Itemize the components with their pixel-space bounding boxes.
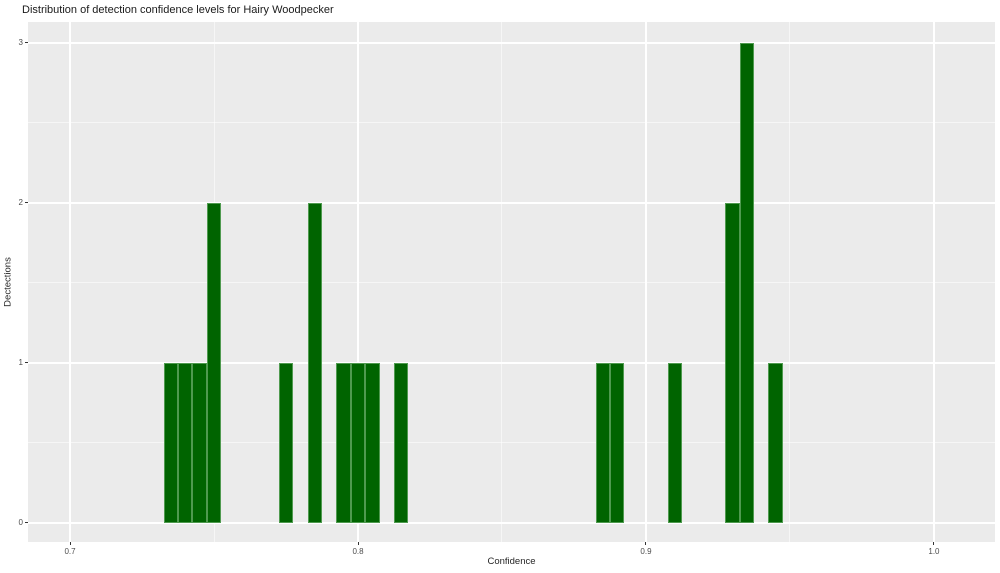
x-axis-tick <box>357 542 359 545</box>
x-axis-tick <box>645 542 647 545</box>
histogram-bar <box>192 362 207 523</box>
y-tick-label: 3 <box>18 38 23 48</box>
y-axis-tick <box>25 202 28 204</box>
gridline-y-minor <box>28 282 995 284</box>
x-tick-label: 0.9 <box>640 547 652 556</box>
gridline-y-minor <box>28 442 995 444</box>
histogram-bar <box>206 202 222 523</box>
gridline-x-minor <box>501 22 503 542</box>
y-tick-label: 0 <box>18 518 23 528</box>
histogram-bar <box>725 202 740 523</box>
histogram-bar <box>178 362 193 523</box>
x-tick-label: 1.0 <box>928 547 940 556</box>
x-axis-tick <box>933 542 935 545</box>
gridline-y-major <box>28 361 995 364</box>
x-tick-label: 0.8 <box>352 547 364 556</box>
histogram-bar <box>595 362 610 523</box>
x-tick-label: 0.7 <box>64 547 76 556</box>
histogram-bar <box>394 362 409 523</box>
y-axis-title: Dectections <box>2 257 14 307</box>
histogram-bar <box>278 362 294 523</box>
gridline-x-major <box>932 22 935 542</box>
gridline-x-major <box>69 22 72 542</box>
gridline-y-major <box>28 201 995 204</box>
y-axis-tick <box>25 522 28 524</box>
gridline-x-minor <box>789 22 791 542</box>
x-axis-tick <box>69 542 71 545</box>
histogram-bar <box>365 362 380 523</box>
gridline-y-major <box>28 521 995 524</box>
y-tick-label: 1 <box>18 358 23 368</box>
histogram-bar <box>768 362 783 523</box>
gridline-x-major <box>357 22 359 542</box>
gridline-y-major <box>28 41 995 44</box>
chart-title: Distribution of detection confidence lev… <box>22 4 334 16</box>
histogram-bar <box>609 362 625 523</box>
histogram-bar <box>667 362 682 523</box>
y-tick-label: 2 <box>18 198 23 208</box>
histogram-bar <box>739 42 754 523</box>
gridline-x-major <box>644 22 647 542</box>
x-axis-title: Confidence <box>487 556 536 567</box>
y-axis-tick <box>25 362 28 364</box>
y-axis-tick <box>25 42 28 44</box>
histogram-bar <box>307 202 322 523</box>
histogram-bar <box>163 362 179 523</box>
gridline-y-minor <box>28 122 995 124</box>
histogram-bar <box>350 362 366 523</box>
histogram-bar <box>336 362 351 523</box>
